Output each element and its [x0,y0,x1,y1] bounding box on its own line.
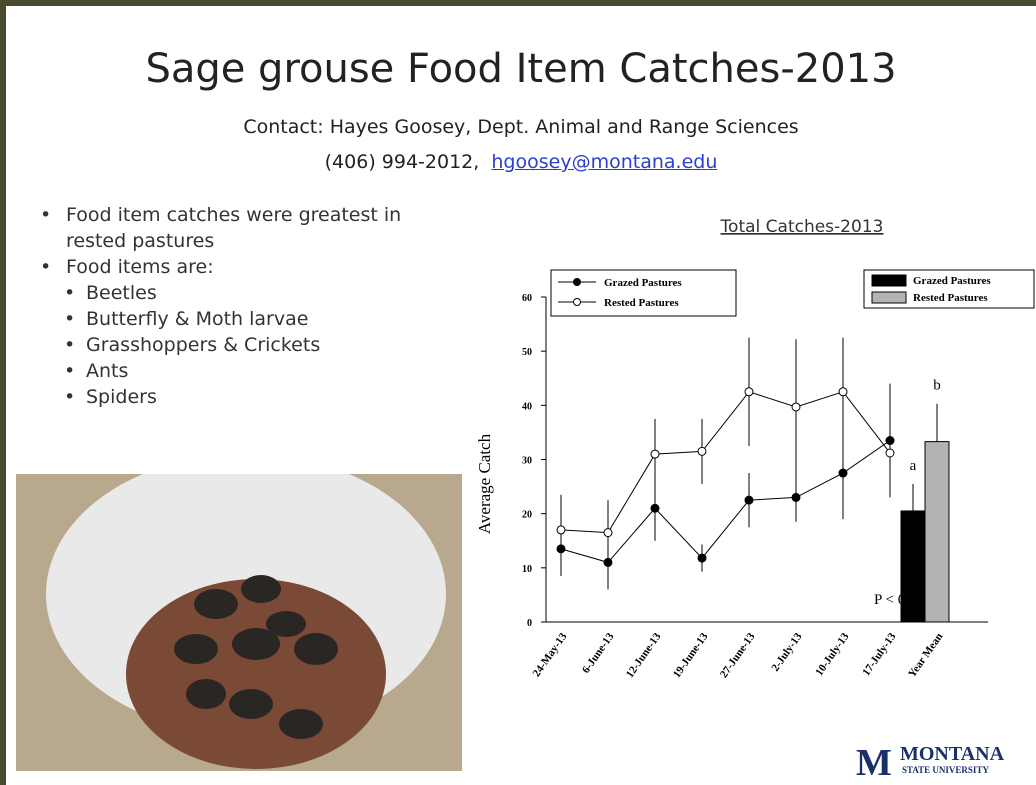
point [651,450,659,458]
legend-label: Grazed Pastures [604,277,682,289]
point [792,403,800,411]
legend-marker [574,299,581,306]
x-tick-label: Year Mean [906,631,945,680]
point [604,529,612,537]
y-tick-label: 40 [522,401,532,412]
slide: Sage grouse Food Item Catches-2013 Conta… [6,6,1036,785]
line [561,392,890,533]
bar [925,442,949,622]
bar-letter: a [910,458,917,474]
legend-label: Rested Pastures [604,297,679,309]
y-axis-label: Average Catch [475,433,494,534]
y-tick-label: 20 [522,510,532,521]
point [745,496,753,504]
legend-label: Rested Pastures [913,292,988,304]
x-tick-label: 24-May-13 [531,630,570,679]
point [839,388,847,396]
point [839,469,847,477]
y-tick-label: 30 [522,456,532,467]
x-tick-label: 27-June-13 [718,630,758,680]
page: Sage grouse Food Item Catches-2013 Conta… [0,0,1036,785]
point [698,554,706,562]
point [557,526,565,534]
legend-swatch [872,292,906,303]
legend-marker [574,279,581,286]
y-tick-label: 0 [527,618,532,629]
y-tick-label: 50 [522,347,532,358]
legend-label: Grazed Pastures [913,275,991,287]
x-tick-label: 10-July-13 [813,630,852,678]
point [792,493,800,501]
y-tick-label: 10 [522,564,532,575]
point [886,449,894,457]
x-tick-label: 6-June-13 [580,630,617,675]
point [698,447,706,455]
chart: Total Catches-2013 Average Catch P < 0.0… [6,6,1036,785]
x-tick-label: 19-June-13 [671,630,711,680]
legend-swatch [872,275,906,286]
point [745,388,753,396]
bar [901,511,925,622]
x-tick-label: 17-July-13 [860,630,899,678]
bar-letter: b [933,378,941,394]
line [561,441,890,563]
chart-title: Total Catches-2013 [720,217,884,237]
x-tick-label: 2-July-13 [769,630,804,673]
point [651,504,659,512]
x-tick-label: 12-June-13 [624,630,664,680]
y-tick-label: 60 [522,293,532,304]
